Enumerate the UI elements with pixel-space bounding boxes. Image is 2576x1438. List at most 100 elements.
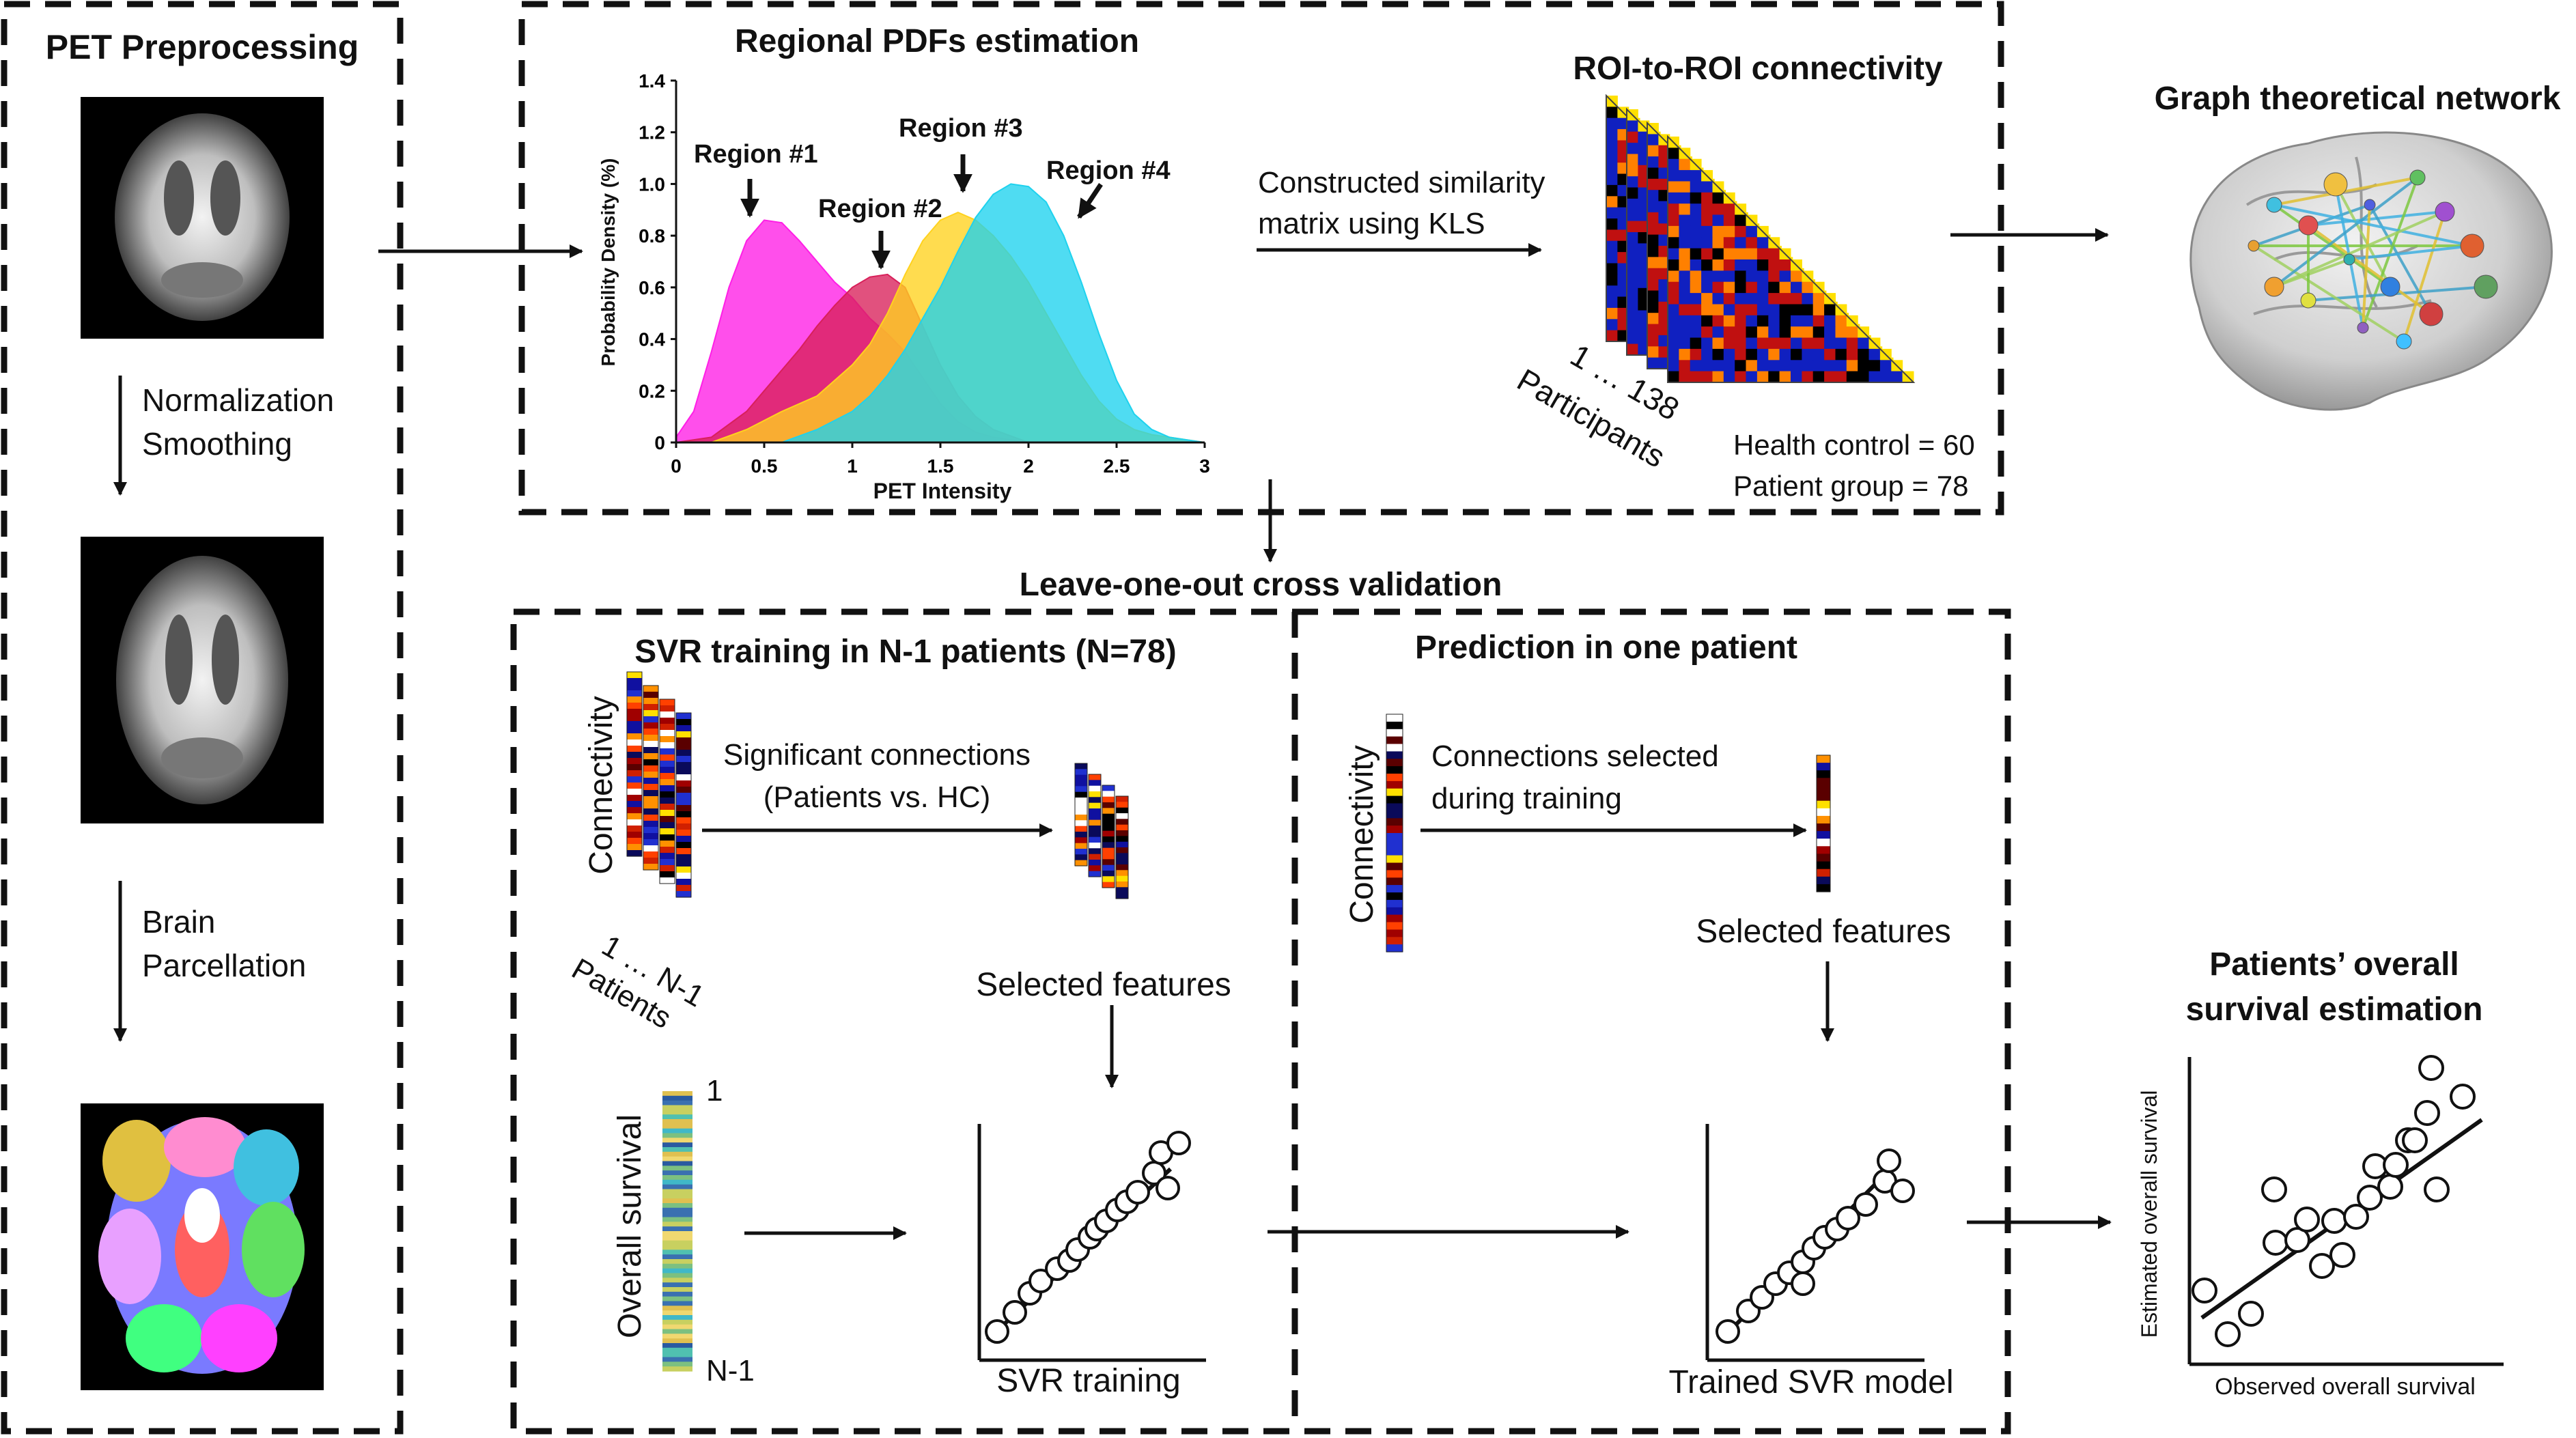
network-node [2409,169,2426,186]
scatter-point [1877,1148,1901,1173]
network-edge [2273,176,2419,288]
scatter-point [2309,1253,2335,1279]
estimation-title-line1: Patients’ overall [2209,946,2459,983]
scatter-point [2343,1204,2369,1230]
scatter-point [1003,1300,1027,1325]
parcellated-brain [81,1103,324,1390]
network-edge [2403,211,2446,342]
preprocessing-panel [1,1,404,1435]
region4-label: Region #4 [1046,156,1171,185]
pdf-area-region-4 [781,183,1205,443]
svr-training-caption: SVR training [996,1363,1180,1399]
network-edge [2334,184,2392,287]
overall-survival-label: Overall survival [612,1114,648,1338]
pdf-xticks: 0 0.5 1 1.5 2 2.5 3 [671,442,1210,477]
network-node [2396,333,2412,350]
loocv-title: Leave-one-out cross validation [1020,567,1502,603]
scatter-point [2284,1227,2310,1253]
scatter-point [2261,1176,2287,1202]
sig-connections-line1: Significant connections [723,738,1031,772]
trained-model-caption: Trained SVR model [1668,1364,1953,1400]
scatter-point [1791,1271,1815,1296]
parcellation-label: Parcellation [142,948,306,983]
network-edge [2273,203,2392,288]
training-column [643,685,659,871]
selected-column [1115,795,1129,899]
network-node [2343,253,2355,266]
scatter-point [2321,1208,2347,1234]
pdf-ytick-label: 0.4 [639,329,665,350]
scatter-point [985,1319,1009,1344]
pdf-areas [675,183,1205,443]
network-edge [2252,244,2405,343]
pdf-ytick-label: 1.0 [639,173,665,195]
scatter-point [1156,1176,1180,1200]
survival-bar-top: 1 [706,1074,723,1108]
scatter-point [2329,1242,2355,1268]
prediction-selected-column [1816,755,1831,892]
network-node [2323,172,2348,197]
network-edge [2349,244,2473,261]
network-edge [2368,204,2433,315]
prediction-connectivity-column [1386,714,1403,953]
estimation-xlabel: Observed overall survival [2215,1374,2476,1400]
prediction-selected-features: Selected features [1696,914,1951,950]
scatter-point [2377,1174,2403,1200]
pdf-xtick-label: 2.5 [1104,455,1130,477]
selected-column [1102,785,1115,888]
network-node [2435,201,2455,222]
scatter-point [2238,1301,2264,1327]
overall-survival-bar [662,1091,692,1372]
network-node [2380,277,2400,297]
sig-connections-line2: (Patients vs. HC) [764,780,991,814]
region4-pointer [1077,183,1103,219]
network-node [2419,302,2444,326]
scatter-point [2424,1176,2450,1202]
scatter-point [2215,1321,2241,1347]
region1-label: Region #1 [694,140,818,169]
graph-network-brain [2189,131,2553,411]
region2-label: Region #2 [818,195,942,223]
scatter-point [1853,1192,1878,1217]
pet-scan-raw [81,97,324,339]
scatter-point [2450,1084,2476,1110]
scatter-point [2192,1278,2217,1303]
conn-selected-line2: during training [1431,782,1622,815]
pdf-xlabel: PET Intensity [873,479,1012,503]
network-node [2248,240,2260,252]
estimation-ylabel: Estimated overall survival [2137,1090,2161,1338]
scatter-point [2402,1127,2428,1153]
pdf-ytick-label: 1.2 [639,122,665,143]
pet-scan-normalized [81,537,324,823]
pdf-ylabel: Probability Density (%) [598,158,619,367]
pdf-xtick-label: 1.5 [927,455,954,477]
prediction-selected [1816,755,1831,892]
training-column [675,712,692,898]
pdf-xtick-label: 3 [1199,455,1210,477]
scatter-point [2357,1185,2383,1211]
network-node [2474,274,2498,299]
similarity-line2: matrix using KLS [1258,207,1485,240]
pdf-title: Regional PDFs estimation [735,23,1139,59]
connectivity-matrix [1667,135,1916,383]
scatter-point [2414,1100,2440,1126]
estimation-title-line2: survival estimation [2186,991,2483,1028]
pdf-xtick-label: 1 [847,455,858,477]
selected-column [1088,774,1102,877]
preprocessing-title: PET Preprocessing [46,28,359,66]
pdf-ytick-label: 0.8 [639,225,665,246]
network-edge [2307,224,2433,315]
training-column [659,699,675,884]
survival-estimation-plot [2187,1055,2504,1366]
loocv-panel [510,608,2011,1435]
patient-group-label: Patient group = 78 [1733,470,1968,502]
pdf-xtick-label: 2 [1023,455,1034,477]
normalization-label: Normalization [142,382,334,418]
network-node [2264,277,2284,297]
pdf-xtick-label: 0.5 [751,455,778,477]
smoothing-label: Smoothing [142,426,292,462]
training-connectivity-label: Connectivity [583,696,619,874]
scatter-point [1125,1180,1150,1204]
network-edge [2273,176,2418,206]
